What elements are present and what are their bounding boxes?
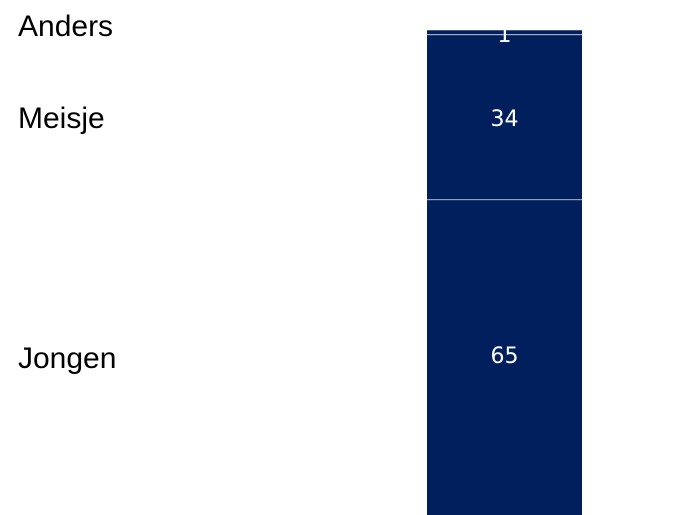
series-label-anders: Anders [18, 10, 113, 43]
segment-value-labels: 65 34 1 [491, 23, 519, 369]
bar-segment-jongen [427, 199, 582, 515]
data-label-meisje: 34 [491, 107, 519, 132]
series-name-labels: Jongen Meisje Anders [18, 10, 116, 375]
bar-segments [427, 28, 582, 515]
bar-segment-meisje [427, 34, 582, 200]
data-label-anders: 1 [498, 23, 512, 48]
series-label-jongen: Jongen [18, 342, 116, 375]
data-label-jongen: 65 [491, 344, 519, 369]
series-label-meisje: Meisje [18, 102, 105, 135]
bar-segment-anders [427, 29, 582, 35]
